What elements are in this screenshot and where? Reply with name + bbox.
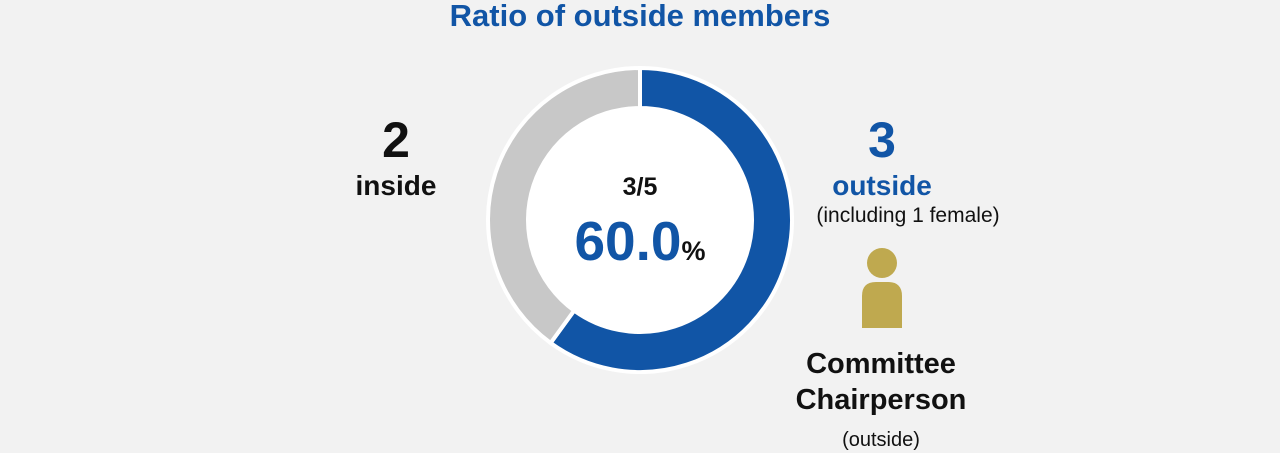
outside-label: outside xyxy=(832,170,932,201)
inside-count: 2 xyxy=(382,112,410,168)
chart-title: Ratio of outside members xyxy=(449,0,831,33)
person-icon-body xyxy=(862,282,902,328)
outside-note: (including 1 female) xyxy=(816,204,1000,227)
inside-label: inside xyxy=(355,170,437,201)
donut-slice-inside xyxy=(486,66,642,346)
person-icon xyxy=(862,248,902,328)
chairperson-label-line1: Committee xyxy=(806,348,956,380)
chairperson-note: (outside) xyxy=(842,429,920,451)
donut-hole xyxy=(529,109,751,331)
outside-count: 3 xyxy=(868,112,896,168)
chairperson-label: Committee Chairperson xyxy=(731,346,1031,418)
center-percent: 60.0% xyxy=(540,212,740,285)
person-icon-head xyxy=(867,248,897,278)
donut-chart xyxy=(486,66,794,374)
center-fraction: 3/5 xyxy=(622,173,658,201)
center-percent-value: 60.0 xyxy=(574,210,682,272)
donut-slice-outside xyxy=(547,66,794,374)
chairperson-label-line2: Chairperson xyxy=(795,384,967,416)
center-percent-symbol: % xyxy=(681,236,706,266)
